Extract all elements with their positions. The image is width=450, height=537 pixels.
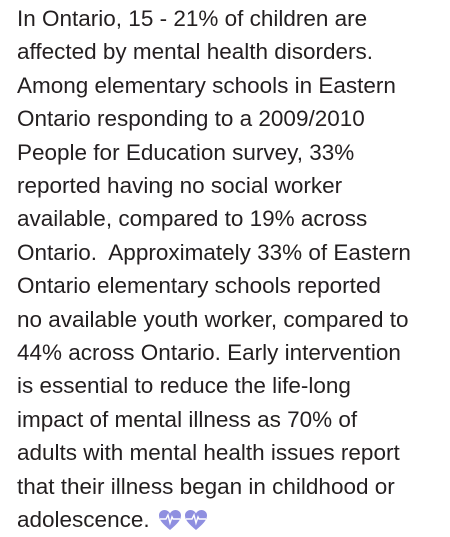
text: is essential to reduce the life-long bbox=[17, 373, 351, 399]
text: In Ontario, 15 - 21% of children are bbox=[17, 6, 368, 31]
text-line: adolescence. bbox=[17, 503, 447, 536]
text: Among elementary schools in Eastern bbox=[17, 72, 396, 98]
text: Ontario. Approximately 33% of Eastern bbox=[17, 239, 411, 265]
text: adolescence. bbox=[17, 507, 150, 533]
text: adults with mental health issues report bbox=[17, 440, 400, 466]
text-line: impact of mental illness as 70% of bbox=[17, 403, 447, 436]
text-line: Among elementary schools in Eastern bbox=[17, 69, 447, 102]
text: affected by mental health disorders. bbox=[17, 39, 374, 65]
text: reported having no social worker bbox=[17, 173, 343, 199]
text: available, compared to 19% across bbox=[17, 206, 368, 232]
text-line: affected by mental health disorders. bbox=[17, 35, 447, 68]
text-line: In Ontario, 15 - 21% of children are bbox=[17, 2, 447, 35]
text: Ontario elementary schools reported bbox=[17, 273, 381, 299]
text-line: reported having no social worker bbox=[17, 169, 447, 202]
text: 44% across Ontario. Early intervention bbox=[17, 340, 401, 366]
text-line: that their illness began in childhood or bbox=[17, 470, 447, 503]
text-line: no available youth worker, compared to bbox=[17, 303, 447, 336]
text: no available youth worker, compared to bbox=[17, 306, 409, 332]
text: that their illness began in childhood or bbox=[17, 473, 395, 499]
text: People for Education survey, 33% bbox=[17, 139, 355, 165]
text-line: Ontario elementary schools reported bbox=[17, 269, 447, 302]
text: Ontario responding to a 2009/2010 bbox=[17, 106, 365, 132]
text: impact of mental illness as 70% of bbox=[17, 406, 358, 432]
text-line: 44% across Ontario. Early intervention bbox=[17, 336, 447, 369]
text-line: available, compared to 19% across bbox=[17, 202, 447, 235]
heart-icon bbox=[184, 510, 207, 531]
text-line: adults with mental health issues report bbox=[17, 436, 447, 469]
text-line: Ontario responding to a 2009/2010 bbox=[17, 102, 447, 135]
text-line: is essential to reduce the life-long bbox=[17, 369, 447, 402]
heart-icon bbox=[158, 510, 181, 531]
text-line: People for Education survey, 33% bbox=[17, 136, 447, 169]
text-line: Ontario. Approximately 33% of Eastern bbox=[17, 236, 447, 269]
paragraph: In Ontario, 15 - 21% of children are affe… bbox=[17, 2, 447, 537]
